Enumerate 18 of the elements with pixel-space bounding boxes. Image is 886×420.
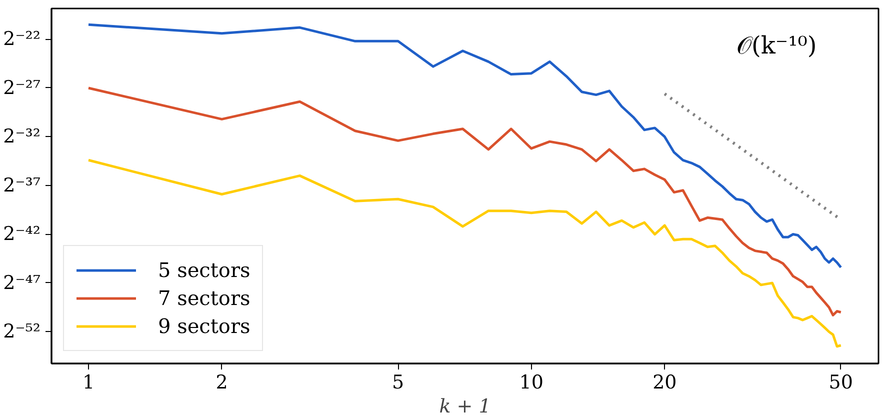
y-tick-label: 2⁻⁴² [3,223,41,246]
y-tick-label: 2⁻³⁷ [3,174,41,196]
x-tick-label: 10 [519,372,544,394]
y-tick-label: 2⁻³² [3,126,41,148]
y-tick-label: 2⁻⁴⁷ [3,272,41,294]
x-tick-label: 50 [828,372,853,394]
legend-label: 9 sectors [158,314,250,338]
x-tick-label: 1 [82,372,95,394]
legend-label: 7 sectors [158,286,250,310]
annotation: 𝒪(k⁻¹⁰) [736,32,817,60]
x-tick-label: 5 [392,372,404,394]
x-tick-label: 2 [216,372,228,394]
y-tick-label: 2⁻²² [3,28,41,50]
x-tick-label: 20 [652,372,677,394]
y-tick-label: 2⁻⁵² [3,320,41,343]
x-axis-title: k + 1 [439,396,491,418]
y-tick-label: 2⁻²⁷ [3,76,41,99]
legend-label: 5 sectors [158,258,250,282]
